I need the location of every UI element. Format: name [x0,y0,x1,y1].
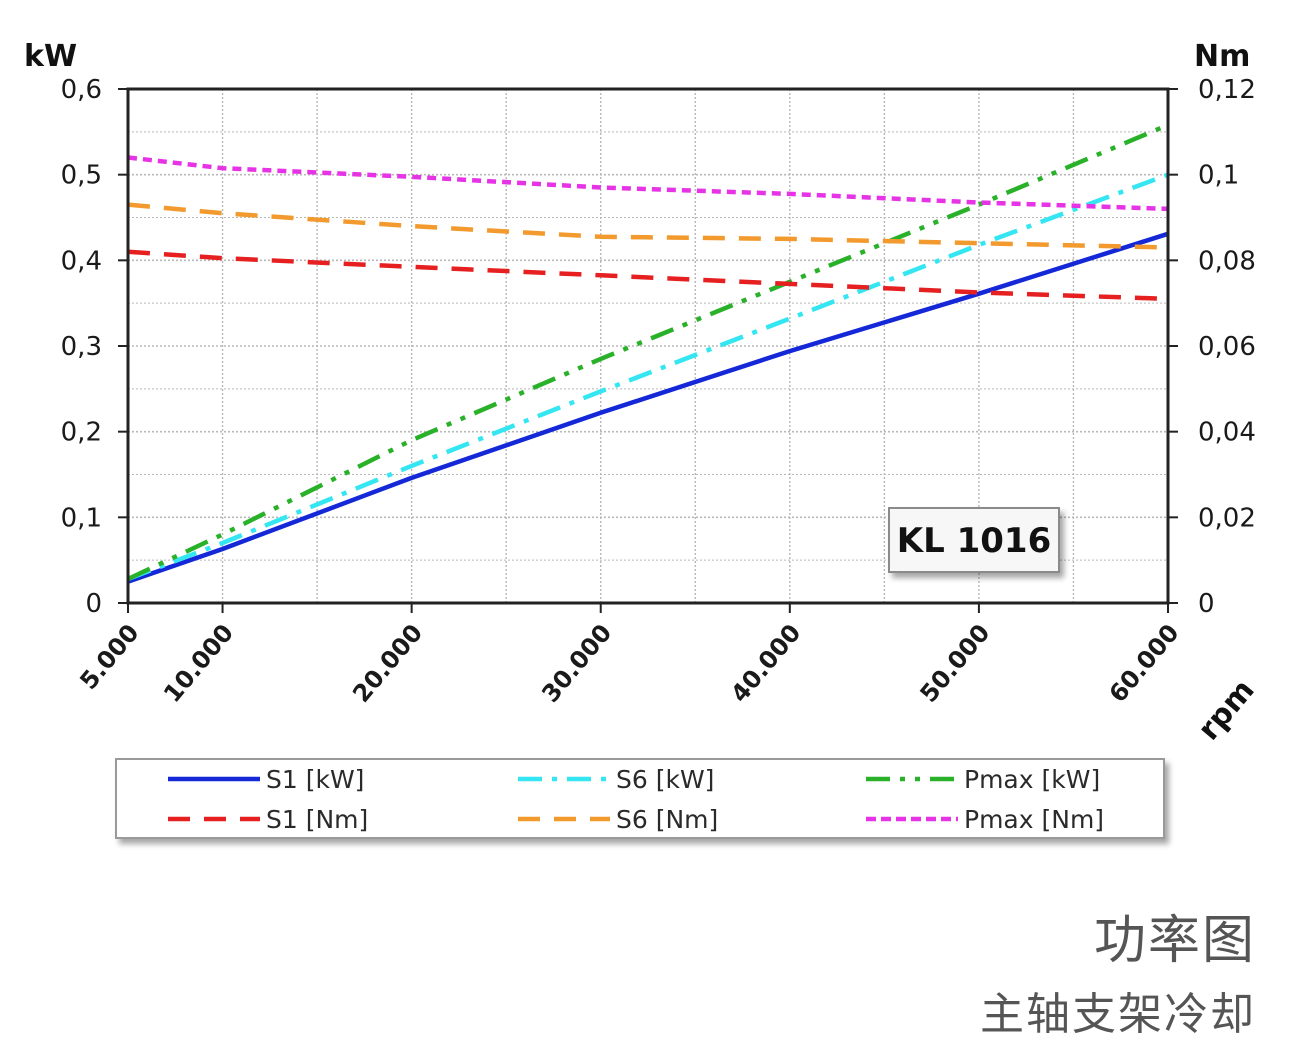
y-left-tick-label: 0,4 [61,246,102,276]
y-left-unit: kW [24,39,77,74]
legend: S1 [kW] S6 [kW] Pmax [kW] S1 [Nm] S6 [Nm] Pma… [115,758,1165,839]
x-tick-label: 10.000 [158,619,239,708]
y-right-tick-label: 0,08 [1198,246,1256,276]
y-right-unit: Nm [1194,39,1250,74]
y-left-tick-label: 0,6 [61,75,102,105]
x-tick-label: 20.000 [347,619,428,708]
annotation-box: KL 1016 [888,507,1060,573]
legend-label: S1 [kW] [266,765,364,794]
x-tick-label: 60.000 [1104,619,1185,708]
legend-label: Pmax [Nm] [964,805,1104,834]
y-left-tick-label: 0,1 [61,503,102,533]
legend-label: S1 [Nm] [266,805,368,834]
y-right-tick-label: 0,1 [1198,161,1239,191]
x-axis-unit: rpm [1191,673,1261,747]
y-right-tick-label: 0 [1198,589,1215,619]
legend-label: S6 [kW] [616,765,714,794]
y-right-tick-label: 0,02 [1198,503,1256,533]
x-tick-label: 40.000 [725,619,806,708]
y-left-tick-label: 0 [85,589,102,619]
series-line-s1-nm [127,249,1169,302]
legend-label: Pmax [kW] [964,765,1100,794]
y-left-tick-label: 0,2 [61,418,102,448]
x-tick-label: 5.000 [74,619,144,695]
caption-subtitle: 主轴支架冷却 [980,989,1256,1040]
series-line-s6-kw [127,172,1169,582]
y-left-tick-label: 0,3 [61,332,102,362]
y-left-tick-label: 0,5 [61,161,102,191]
x-tick-label: 30.000 [536,619,617,708]
series-line-s1-kw [127,231,1169,584]
caption-title: 功率图 [1093,911,1256,971]
series-lines [127,122,1169,584]
series-line-s6-nm [127,202,1169,250]
y-right-tick-label: 0,12 [1198,75,1256,105]
legend-label: S6 [Nm] [616,805,718,834]
y-right-tick-label: 0,04 [1198,418,1256,448]
annotation-label: KL 1016 [897,521,1051,561]
y-right-tick-label: 0,06 [1198,332,1256,362]
series-line-pmax-kw [127,122,1169,582]
series-line-pmax-nm [127,155,1169,212]
x-tick-label: 50.000 [915,619,996,708]
